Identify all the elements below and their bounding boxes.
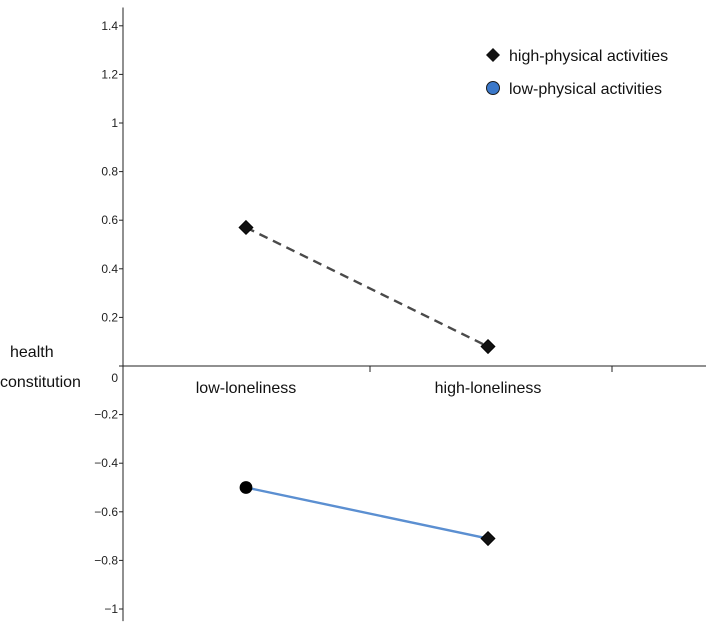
y-axis-label-line: health bbox=[10, 344, 54, 361]
axes bbox=[122, 7, 706, 622]
legend-item: high-physical activities bbox=[486, 48, 668, 65]
legend: high-physical activities low-physical act… bbox=[486, 48, 668, 98]
y-tick-label: 0.6 bbox=[101, 213, 118, 227]
y-ticks: 1.4 1.2 1 0.8 0.6 0.4 0.2 0 −0.2 −0.4 −0.6 −0.8 −1 bbox=[94, 19, 123, 616]
y-tick-label: 0.8 bbox=[101, 165, 118, 179]
y-tick-label: −1 bbox=[104, 602, 118, 616]
data-point-diamond bbox=[480, 338, 496, 355]
x-categories: low-loneliness high-loneliness bbox=[196, 380, 542, 397]
series-line bbox=[245, 226, 489, 348]
y-axis-label: health constitution bbox=[0, 344, 81, 391]
series-low-physical-activities bbox=[239, 481, 496, 547]
y-tick-label: −0.6 bbox=[94, 505, 118, 519]
y-tick-label: 1.4 bbox=[101, 19, 118, 33]
y-tick-label: 0 bbox=[111, 371, 118, 385]
legend-item: low-physical activities bbox=[486, 81, 662, 98]
y-tick-label: 1 bbox=[111, 116, 118, 130]
legend-label: high-physical activities bbox=[509, 48, 668, 65]
y-tick-label: 0.2 bbox=[101, 310, 118, 324]
y-tick-label: −0.4 bbox=[94, 456, 118, 470]
y-tick-label: −0.8 bbox=[94, 553, 118, 567]
series-line bbox=[245, 486, 489, 540]
legend-label: low-physical activities bbox=[509, 81, 662, 98]
data-point-diamond bbox=[238, 219, 254, 236]
x-category-label: high-loneliness bbox=[435, 380, 542, 397]
y-axis-label-line: constitution bbox=[0, 374, 81, 391]
series bbox=[238, 219, 496, 547]
legend-marker-diamond bbox=[486, 48, 500, 62]
data-point-circle bbox=[239, 481, 253, 494]
y-tick-label: 1.2 bbox=[101, 67, 118, 81]
x-category-label: low-loneliness bbox=[196, 380, 297, 397]
y-tick-label: −0.2 bbox=[94, 408, 118, 422]
legend-marker-circle bbox=[486, 81, 500, 95]
data-point-diamond bbox=[480, 530, 496, 547]
y-tick-label: 0.4 bbox=[101, 262, 118, 276]
series-high-physical-activities bbox=[238, 219, 496, 355]
